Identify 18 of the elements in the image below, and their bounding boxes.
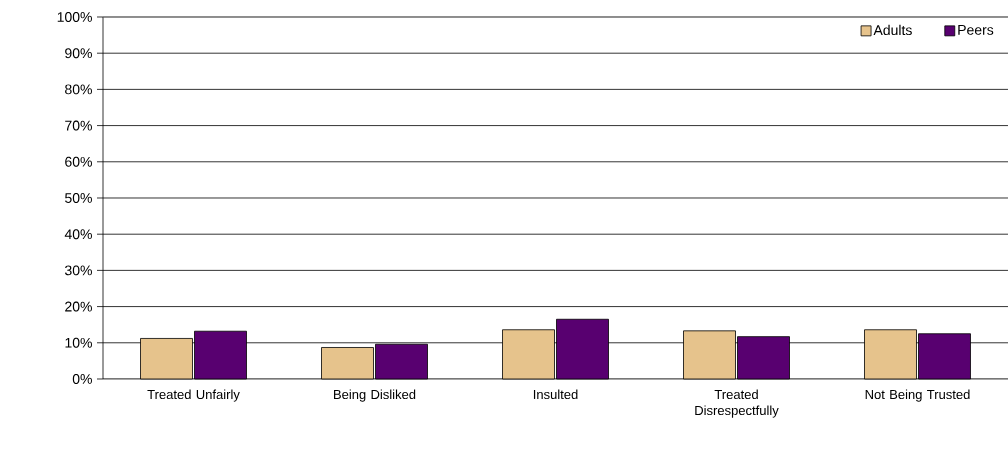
x-tick-label: Insulted — [533, 389, 578, 400]
y-tick-label: 30% — [64, 265, 92, 276]
y-tick-label: 100% — [57, 12, 92, 22]
x-tick-label: Treated Unfairly — [147, 389, 240, 402]
y-tick-label: 70% — [65, 120, 92, 131]
x-tick-label: Being Disliked — [334, 389, 416, 402]
y-tick-label: 80% — [65, 84, 92, 95]
x-tick-label: Not Being Trusted — [865, 389, 970, 402]
y-tick-label: 40% — [64, 229, 92, 240]
x-tick-label: Treated Disrespectfully — [695, 389, 779, 418]
y-tick-label: 0% — [72, 374, 92, 384]
y-tick-label: 10% — [65, 337, 92, 348]
y-tick-label: 90% — [65, 48, 92, 59]
y-tick-label: 60% — [65, 156, 92, 167]
legend-label: Peers — [958, 25, 994, 35]
legend-label: Adults — [873, 24, 912, 36]
y-tick-label: 50% — [65, 193, 92, 203]
y-tick-label: 20% — [65, 301, 92, 312]
